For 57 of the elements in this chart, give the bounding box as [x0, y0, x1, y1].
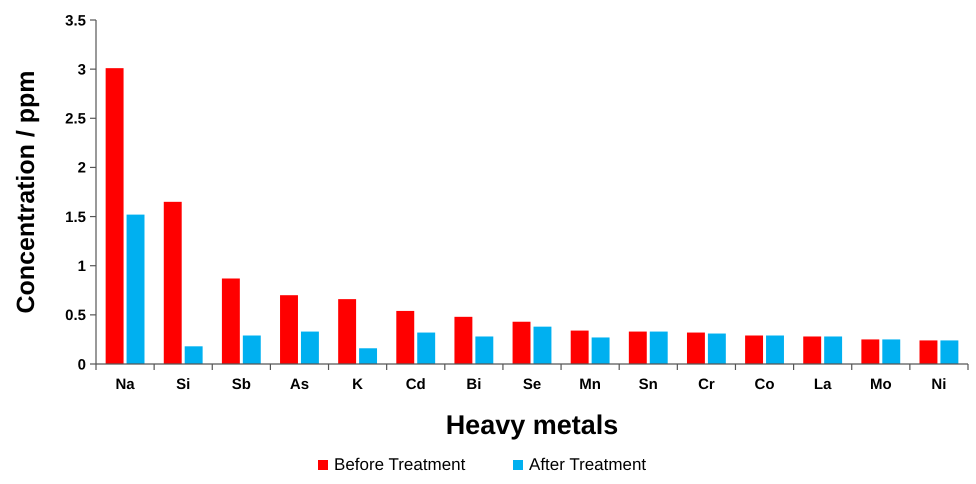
x-tick-label: As: [290, 376, 310, 393]
x-tick-label: Se: [522, 376, 542, 393]
bar: [861, 339, 880, 364]
x-tick-label: Bi: [466, 376, 482, 393]
x-tick-label: Mo: [870, 376, 892, 393]
bar: [396, 310, 414, 364]
x-tick-label: K: [352, 376, 364, 393]
bar: [882, 339, 900, 364]
y-tick-label: 1.5: [65, 208, 86, 226]
x-tick-label: Si: [176, 376, 190, 393]
y-tick-label: 3: [78, 61, 86, 78]
legend-label: After Treatment: [529, 455, 646, 474]
bar: [184, 346, 203, 364]
bar: [280, 295, 298, 364]
y-tick-label: 0.5: [65, 307, 86, 324]
bar: [940, 340, 958, 364]
y-tick-label: 2: [78, 160, 86, 177]
bar: [300, 332, 319, 364]
bar: [803, 336, 822, 364]
bar: [106, 68, 124, 364]
bar: [164, 202, 182, 364]
bar: [475, 336, 494, 364]
bar: [534, 326, 552, 364]
x-tick-label: Mn: [579, 376, 601, 393]
bar: [126, 214, 144, 364]
bar: [338, 299, 356, 364]
y-tick-label: 1: [78, 258, 86, 275]
bar: [512, 322, 530, 364]
bar: [686, 332, 705, 364]
bar: [222, 278, 240, 364]
bar: [650, 332, 668, 364]
x-tick-label: Cd: [406, 376, 426, 393]
bar: [920, 340, 938, 364]
y-tick-label: 3.5: [65, 12, 86, 30]
x-tick-label: Co: [754, 376, 775, 393]
bar: [745, 335, 764, 364]
bar: [766, 335, 784, 364]
y-tick-label: 0: [78, 356, 86, 374]
bar: [242, 335, 261, 364]
y-tick-label: 2.5: [65, 110, 86, 128]
x-tick-label: Na: [115, 376, 136, 393]
bar: [708, 334, 726, 364]
bar: [824, 336, 842, 364]
x-tick-label: Sn: [638, 376, 658, 393]
bar: [417, 332, 436, 364]
x-tick-label: Ni: [931, 376, 946, 393]
x-tick-label: Sb: [232, 376, 251, 393]
bar: [454, 316, 472, 364]
bar: [628, 332, 647, 364]
x-axis-title: Heavy metals: [446, 410, 618, 440]
bar: [592, 337, 610, 364]
y-axis-title: Concentration / ppm: [12, 70, 40, 314]
x-tick-label: Cr: [698, 376, 715, 393]
bar: [570, 330, 589, 364]
x-tick-label: La: [814, 376, 832, 393]
legend-label: Before Treatment: [334, 455, 466, 474]
bar: [359, 348, 378, 364]
